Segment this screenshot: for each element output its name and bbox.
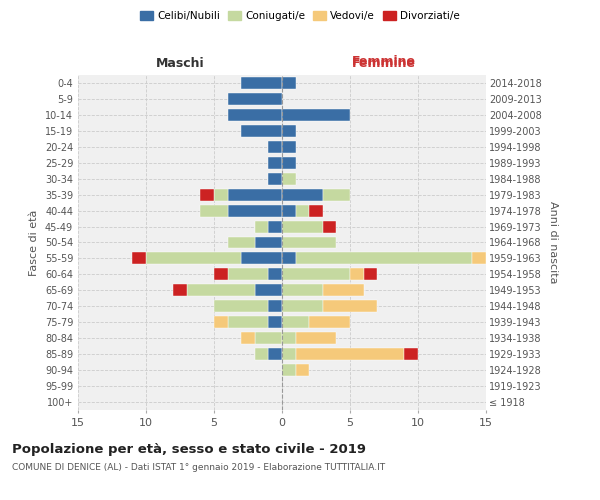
Bar — [282, 236, 337, 248]
Bar — [296, 204, 309, 216]
Text: Femmine: Femmine — [352, 56, 416, 68]
Bar — [187, 284, 255, 296]
Bar — [214, 188, 227, 200]
Bar — [255, 348, 268, 360]
Y-axis label: Fasce di età: Fasce di età — [29, 210, 39, 276]
Bar — [282, 364, 296, 376]
Bar — [323, 188, 350, 200]
Bar — [255, 332, 282, 344]
Bar — [227, 204, 282, 216]
Bar — [282, 125, 296, 137]
Bar — [268, 348, 282, 360]
Bar — [282, 348, 296, 360]
Bar — [214, 316, 227, 328]
Bar — [323, 220, 337, 232]
Bar — [214, 300, 268, 312]
Bar — [282, 252, 296, 264]
Bar — [227, 316, 268, 328]
Bar — [227, 109, 282, 121]
Bar — [241, 77, 282, 89]
Text: Popolazione per età, sesso e stato civile - 2019: Popolazione per età, sesso e stato civil… — [12, 442, 366, 456]
Bar — [472, 252, 486, 264]
Bar — [309, 204, 323, 216]
Bar — [282, 220, 323, 232]
Bar — [200, 204, 227, 216]
Bar — [241, 252, 282, 264]
Bar — [323, 284, 364, 296]
Bar — [350, 268, 364, 280]
Bar — [282, 141, 296, 153]
Bar — [255, 220, 268, 232]
Bar — [255, 236, 282, 248]
Bar — [227, 188, 282, 200]
Bar — [268, 268, 282, 280]
Bar — [282, 109, 350, 121]
Bar — [309, 316, 350, 328]
Bar — [282, 204, 296, 216]
Bar — [282, 300, 323, 312]
Bar — [268, 300, 282, 312]
Bar — [268, 157, 282, 168]
Y-axis label: Anni di nascita: Anni di nascita — [548, 201, 558, 284]
Bar — [323, 300, 377, 312]
Text: Maschi: Maschi — [155, 57, 205, 70]
Bar — [268, 220, 282, 232]
Bar — [282, 77, 296, 89]
Bar — [241, 332, 255, 344]
Bar — [282, 157, 296, 168]
Bar — [404, 348, 418, 360]
Bar — [364, 268, 377, 280]
Bar — [255, 284, 282, 296]
Bar — [214, 268, 227, 280]
Bar — [200, 188, 214, 200]
Text: COMUNE DI DENICE (AL) - Dati ISTAT 1° gennaio 2019 - Elaborazione TUTTITALIA.IT: COMUNE DI DENICE (AL) - Dati ISTAT 1° ge… — [12, 462, 385, 471]
Bar — [173, 284, 187, 296]
Bar — [296, 364, 309, 376]
Bar — [133, 252, 146, 264]
Bar — [227, 268, 268, 280]
Bar — [227, 93, 282, 105]
Bar — [268, 172, 282, 184]
Legend: Celibi/Nubili, Coniugati/e, Vedovi/e, Divorziati/e: Celibi/Nubili, Coniugati/e, Vedovi/e, Di… — [137, 8, 463, 24]
Bar — [296, 252, 472, 264]
Bar — [146, 252, 241, 264]
Bar — [296, 332, 337, 344]
Bar — [268, 316, 282, 328]
Bar — [296, 348, 404, 360]
Text: Femmine: Femmine — [352, 57, 416, 70]
Bar — [268, 141, 282, 153]
Bar — [282, 332, 296, 344]
Bar — [282, 268, 350, 280]
Bar — [282, 188, 323, 200]
Bar — [282, 284, 323, 296]
Bar — [282, 316, 309, 328]
Bar — [282, 172, 296, 184]
Bar — [241, 125, 282, 137]
Bar — [227, 236, 255, 248]
